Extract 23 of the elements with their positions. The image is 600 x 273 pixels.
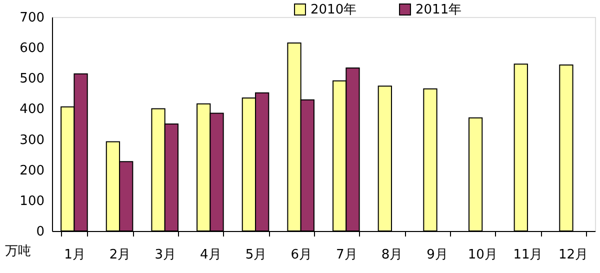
legend-label: 2011年 bbox=[416, 2, 462, 18]
x-tick-label: 3月 bbox=[154, 248, 176, 262]
x-tick-label: 1月 bbox=[64, 248, 86, 262]
x-tick-label: 11月 bbox=[513, 248, 543, 262]
x-tick-label: 12月 bbox=[558, 248, 588, 262]
x-tick-label: 7月 bbox=[336, 248, 358, 262]
y-tick-label: 700 bbox=[20, 10, 44, 26]
y-tick-label: 600 bbox=[20, 41, 44, 56]
x-tick-label: 8月 bbox=[381, 248, 403, 262]
x-tick-label: 6月 bbox=[290, 248, 312, 262]
x-tick-label: 5月 bbox=[245, 248, 267, 262]
x-tick-label: 10月 bbox=[468, 248, 498, 262]
y-axis-title: 万吨 bbox=[5, 244, 31, 259]
x-tick-label: 9月 bbox=[426, 248, 448, 262]
x-tick-label: 2月 bbox=[109, 248, 131, 262]
y-tick-label: 300 bbox=[20, 132, 44, 148]
y-tick-label: 200 bbox=[20, 163, 44, 178]
y-tick-label: 400 bbox=[20, 102, 44, 118]
x-tick-label: 4月 bbox=[200, 248, 222, 262]
legend-label: 2010年 bbox=[310, 2, 357, 18]
y-tick-label: 0 bbox=[36, 224, 44, 240]
y-tick-label: 500 bbox=[20, 72, 44, 87]
y-tick-label: 100 bbox=[20, 194, 44, 209]
